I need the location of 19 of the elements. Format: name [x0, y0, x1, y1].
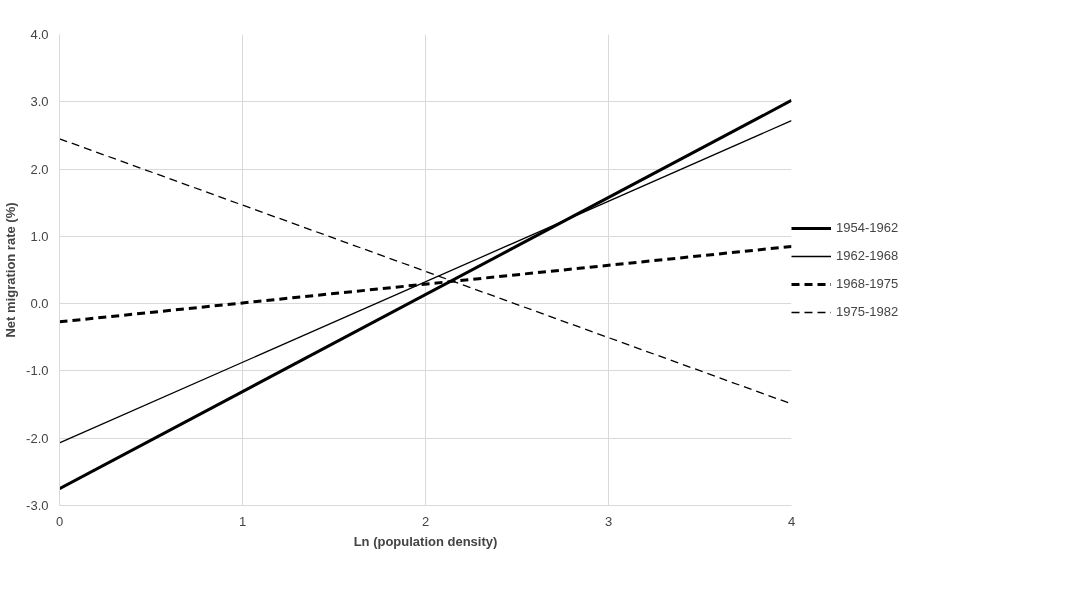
- legend-label: 1975-1982: [836, 304, 899, 319]
- y-tick-label: 3.0: [30, 94, 49, 110]
- x-axis-title: Ln (population density): [353, 533, 498, 549]
- y-tick-label: 1.0: [30, 228, 49, 244]
- y-tick-label: -1.0: [26, 363, 49, 379]
- x-tick-label: 0: [55, 513, 64, 529]
- x-tick-label: 3: [604, 513, 613, 529]
- y-axis-title: Net migration rate (%): [3, 202, 19, 338]
- y-tick-label: -3.0: [26, 498, 49, 513]
- legend-label: 1954-1962: [836, 220, 899, 235]
- x-tick-label: 4: [787, 513, 796, 529]
- legend-label: 1962-1968: [836, 248, 899, 263]
- x-tick-label: 2: [421, 513, 430, 529]
- y-tick-label: 2.0: [30, 161, 49, 177]
- legend-label: 1968-1975: [836, 276, 899, 291]
- x-tick-label: 1: [238, 513, 247, 529]
- y-tick-label: 4.0: [30, 27, 49, 42]
- y-tick-label: 0.0: [30, 296, 49, 312]
- y-tick-label: -2.0: [26, 430, 49, 446]
